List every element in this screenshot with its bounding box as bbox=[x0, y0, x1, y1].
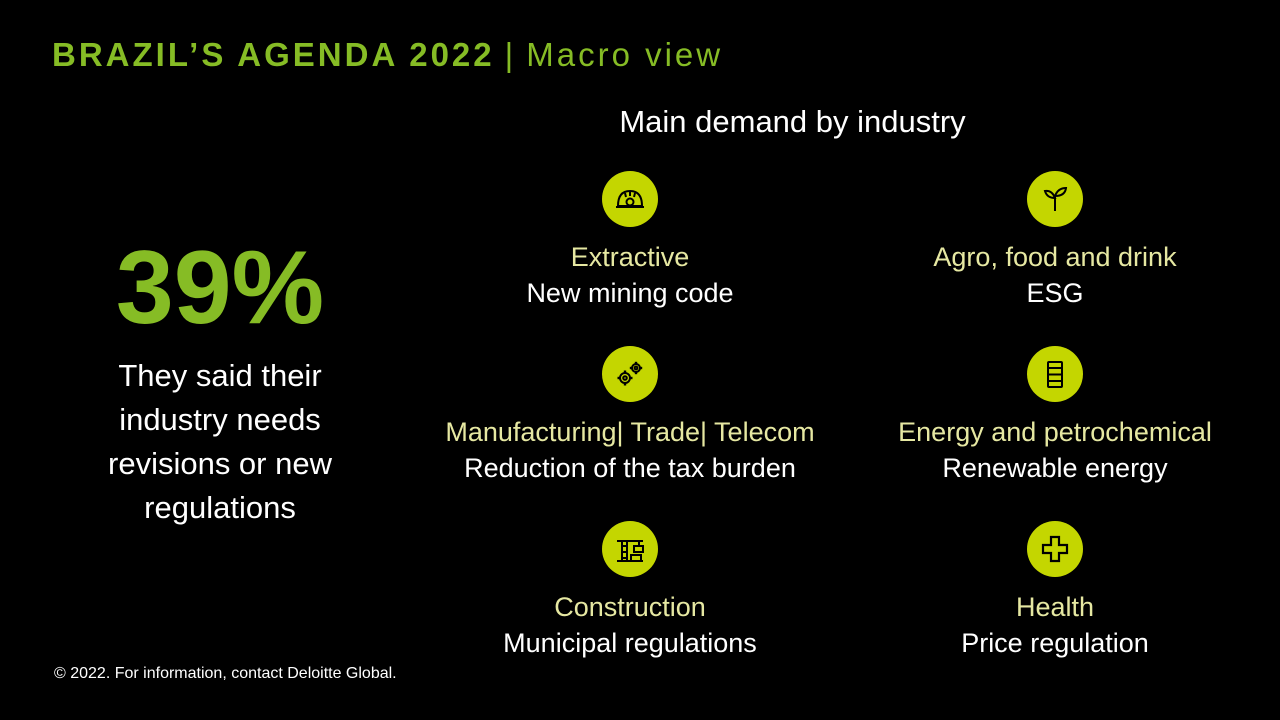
industry-item-manufacturing: Manufacturing| Trade| Telecom Reduction … bbox=[415, 346, 845, 486]
sprout-icon bbox=[1027, 171, 1083, 227]
industry-name: Energy and petrochemical bbox=[898, 417, 1212, 447]
page-title: BRAZIL’S AGENDA 2022 | Macro view bbox=[52, 36, 723, 74]
industry-demand: Renewable energy bbox=[942, 453, 1168, 483]
industry-name: Agro, food and drink bbox=[933, 242, 1177, 272]
industry-demand: Reduction of the tax burden bbox=[464, 453, 796, 483]
industry-item-energy: Energy and petrochemical Renewable energ… bbox=[840, 346, 1270, 486]
industry-item-extractive: Extractive New mining code bbox=[415, 171, 845, 311]
industry-demand: New mining code bbox=[526, 278, 734, 308]
industry-item-agro: Agro, food and drink ESG bbox=[840, 171, 1270, 311]
industry-name: Health bbox=[1015, 592, 1095, 622]
industry-item-construction: Construction Municipal regulations bbox=[415, 521, 845, 661]
title-main: BRAZIL’S AGENDA 2022 bbox=[52, 36, 495, 73]
section-heading: Main demand by industry bbox=[619, 104, 966, 139]
industry-demand: Price regulation bbox=[961, 628, 1149, 658]
industry-demand: Municipal regulations bbox=[503, 628, 757, 658]
crane-icon bbox=[602, 521, 658, 577]
industry-name: Extractive bbox=[570, 242, 690, 272]
key-stat: 39% They said their industry needs revis… bbox=[60, 228, 380, 530]
medical-cross-icon bbox=[1027, 521, 1083, 577]
industry-item-health: Health Price regulation bbox=[840, 521, 1270, 661]
mining-helmet-icon bbox=[602, 171, 658, 227]
industry-name: Manufacturing| Trade| Telecom bbox=[445, 417, 815, 447]
title-separator: | bbox=[504, 36, 517, 73]
title-sub: Macro view bbox=[526, 36, 724, 73]
stat-description: They said their industry needs revisions… bbox=[108, 358, 332, 525]
oil-barrel-icon bbox=[1027, 346, 1083, 402]
copyright-footer: © 2022. For information, contact Deloitt… bbox=[54, 665, 397, 682]
industry-name: Construction bbox=[554, 592, 706, 622]
industry-demand: ESG bbox=[1026, 278, 1084, 308]
gears-icon bbox=[602, 346, 658, 402]
stat-value: 39% bbox=[115, 230, 325, 346]
